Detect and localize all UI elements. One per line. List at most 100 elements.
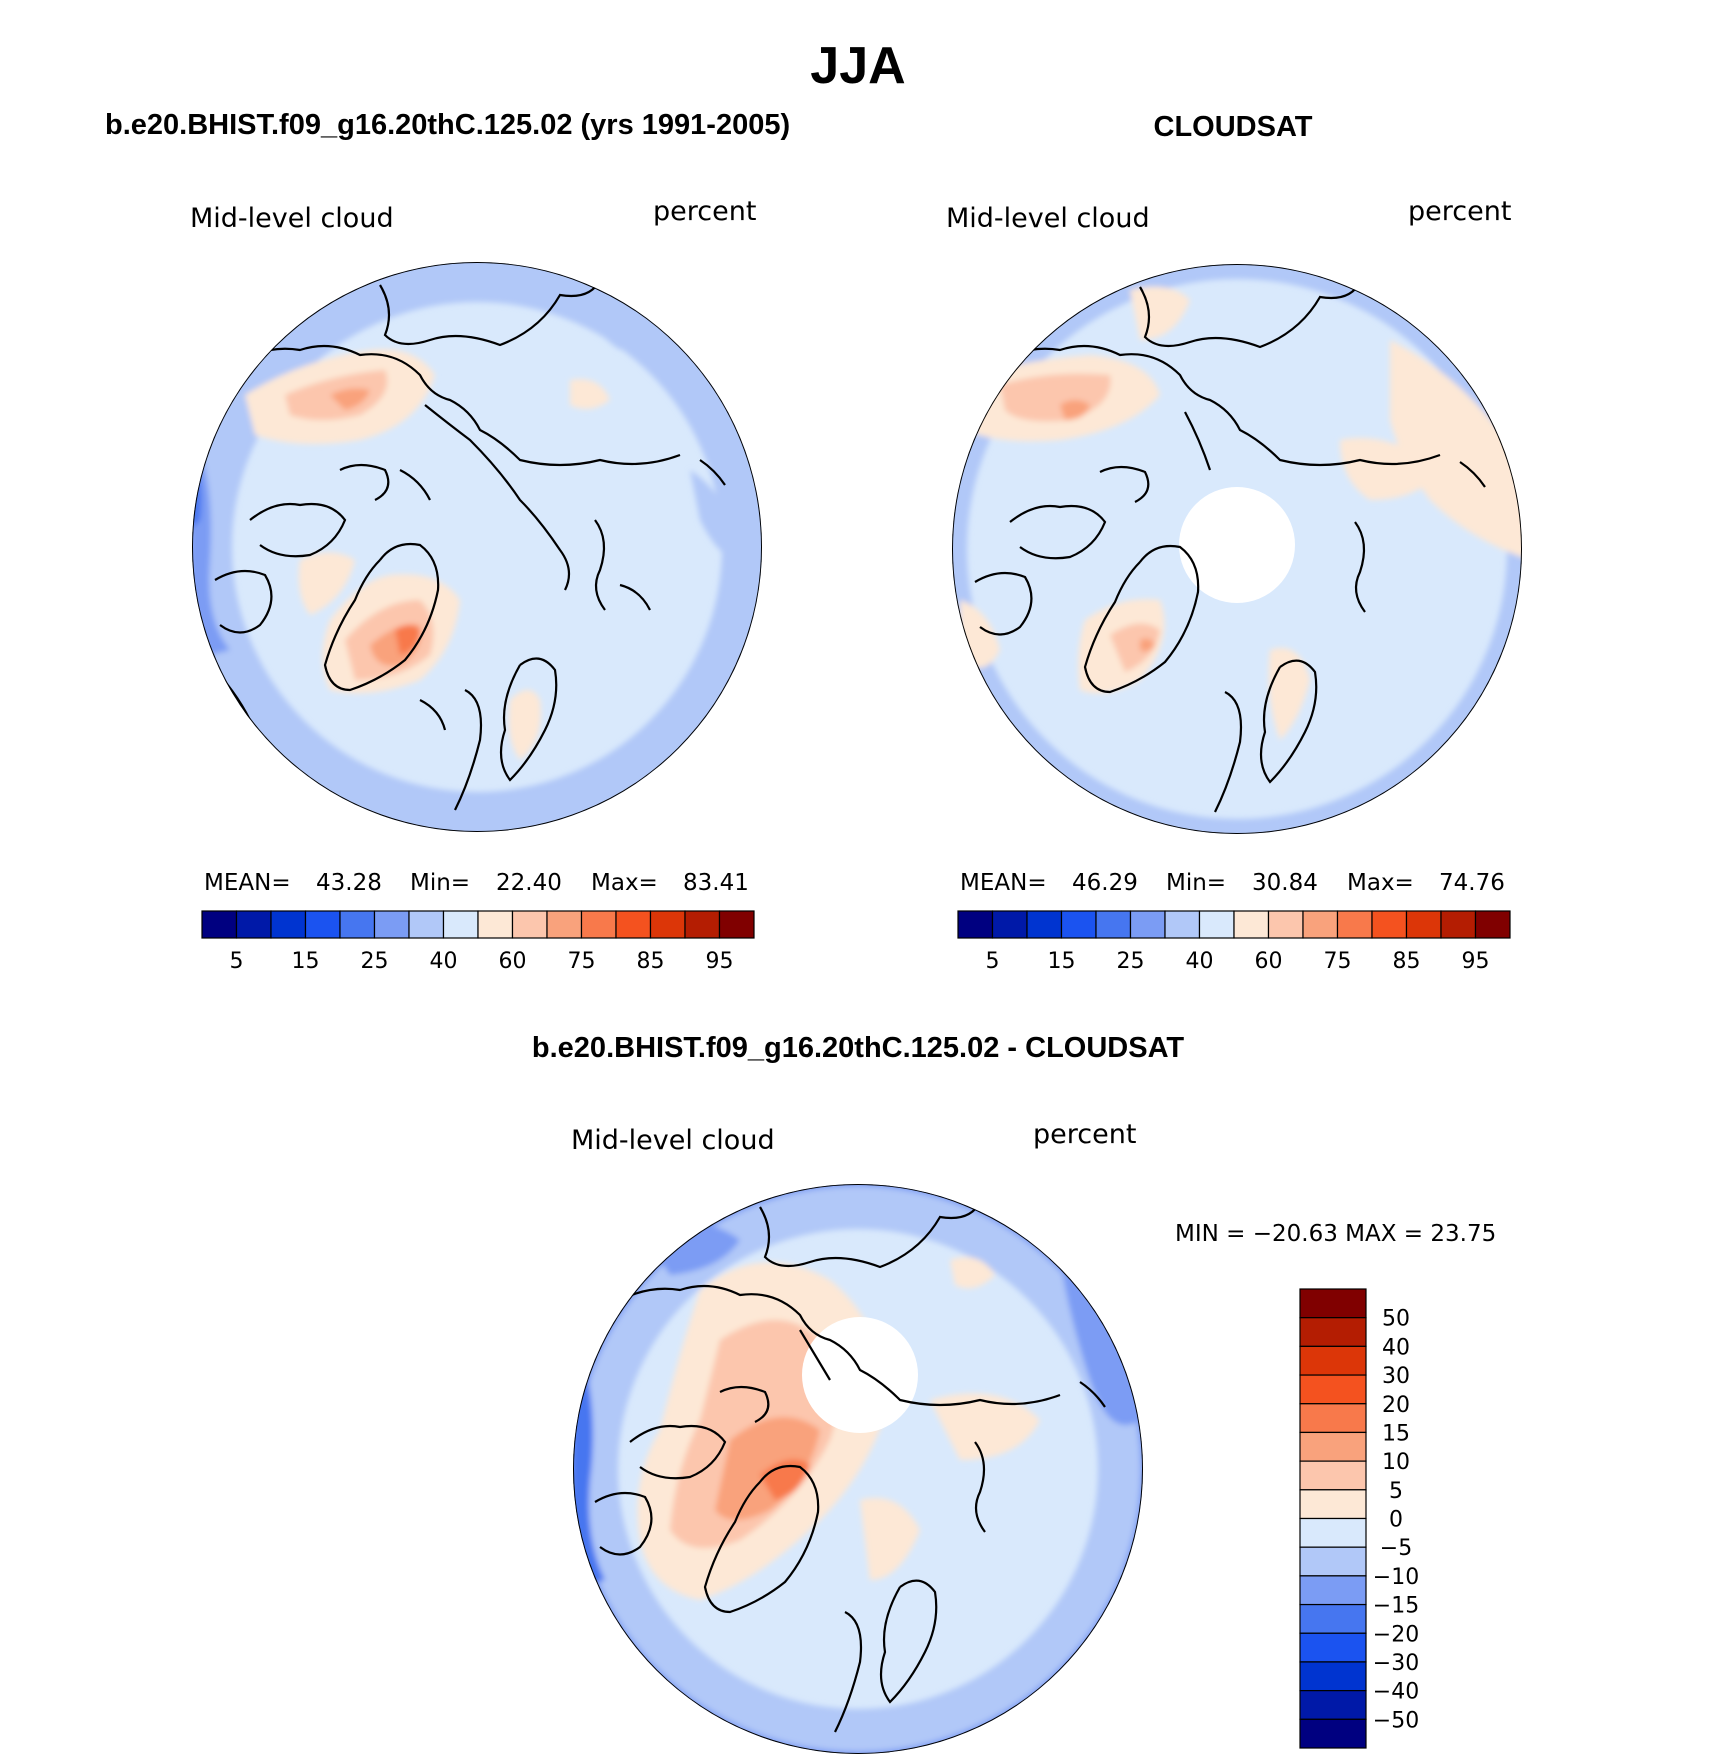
colorbar-tick-label: 40: [1382, 1335, 1410, 1360]
colorbar-swatch: [201, 910, 238, 939]
colorbar-tick-label: 25: [1117, 949, 1145, 974]
colorbar-tick-label: 10: [1382, 1450, 1410, 1475]
colorbar-swatch: [442, 910, 479, 939]
colorbar-tick-label: 60: [1255, 949, 1283, 974]
left-label-model: Mid-level cloud: [190, 203, 394, 234]
colorbar-swatch: [1299, 1603, 1367, 1634]
colorbar-tick-label: 15: [1382, 1421, 1410, 1446]
colorbar-swatch: [1129, 910, 1166, 939]
polar-map-model: [192, 262, 762, 832]
max-value-cloudsat: 74.76: [1439, 870, 1505, 896]
colorbar-swatch: [1299, 1374, 1367, 1405]
colorbar-tick-label: 15: [292, 949, 320, 974]
colorbar-tick-label: 5: [986, 949, 1000, 974]
colorbar-tick-label: 15: [1048, 949, 1076, 974]
colorbar-tick-label: 5: [230, 949, 244, 974]
min-value-cloudsat: 30.84: [1252, 870, 1318, 896]
min-max-text-difference: MIN = −20.63 MAX = 23.75: [1175, 1221, 1496, 1247]
colorbar-swatch: [991, 910, 1028, 939]
colorbar-swatch: [235, 910, 272, 939]
colorbar-tick-label: 75: [1324, 949, 1352, 974]
colorbar-tick-label: 5: [1389, 1479, 1403, 1504]
colorbar-swatch: [1095, 910, 1132, 939]
colorbar-tick-label: 40: [430, 949, 458, 974]
panel-title-cloudsat: CLOUDSAT: [1154, 111, 1313, 143]
colorbar-swatch: [1299, 1546, 1367, 1577]
mean-value-cloudsat: 46.29: [1072, 870, 1138, 896]
colorbar-swatch: [1371, 910, 1408, 939]
colorbar-swatch: [1299, 1575, 1367, 1606]
colorbar-tick-label: −5: [1380, 1536, 1412, 1561]
colorbar-swatch: [615, 910, 652, 939]
max-label-model: Max=: [591, 870, 658, 896]
colorbar-swatch: [1026, 910, 1063, 939]
colorbar-tick-label: 50: [1382, 1307, 1410, 1332]
units-label-cloudsat: percent: [1408, 196, 1511, 227]
max-value-model: 83.41: [683, 870, 749, 896]
left-label-cloudsat: Mid-level cloud: [946, 203, 1150, 234]
colorbar-tick-label: 95: [706, 949, 734, 974]
colorbar-swatch: [373, 910, 410, 939]
colorbar-swatch: [684, 910, 721, 939]
colorbar-model: 5 15 25 40 60 75 85 95: [201, 910, 755, 974]
colorbar-swatch: [408, 910, 445, 939]
colorbar-tick-label: −10: [1373, 1565, 1419, 1590]
colorbar-swatch: [1233, 910, 1270, 939]
colorbar-swatch: [511, 910, 548, 939]
panel-difference: b.e20.BHIST.f09_g16.20thC.125.02 - CLOUD…: [532, 1032, 1496, 1754]
stats-line-model: MEAN= 43.28 Min= 22.40 Max= 83.41: [204, 870, 749, 896]
mean-label-cloudsat: MEAN=: [960, 870, 1047, 896]
colorbar-tick-label: −15: [1373, 1594, 1419, 1619]
colorbar-swatch: [1302, 910, 1339, 939]
panel-title-difference: b.e20.BHIST.f09_g16.20thC.125.02 - CLOUD…: [532, 1032, 1184, 1064]
colorbar-swatch: [1299, 1632, 1367, 1663]
units-label-model: percent: [653, 196, 756, 227]
max-label-cloudsat: Max=: [1347, 870, 1414, 896]
colorbar-swatch: [477, 910, 514, 939]
colorbar-tick-label: 30: [1382, 1364, 1410, 1389]
colorbar-swatch: [1405, 910, 1442, 939]
colorbar-swatch: [1299, 1661, 1367, 1692]
colorbar-swatch: [1299, 1517, 1367, 1548]
panel-title-model: b.e20.BHIST.f09_g16.20thC.125.02 (yrs 19…: [105, 109, 790, 141]
colorbar-tick-label: 75: [568, 949, 596, 974]
min-label-cloudsat: Min=: [1166, 870, 1226, 896]
colorbar-cloudsat: 5 15 25 40 60 75 85 95: [957, 910, 1511, 974]
colorbar-swatch: [1474, 910, 1511, 939]
polar-map-difference: [573, 1184, 1143, 1754]
colorbar-tick-label: 85: [1393, 949, 1421, 974]
stats-line-cloudsat: MEAN= 46.29 Min= 30.84 Max= 74.76: [960, 870, 1505, 896]
colorbar-swatch: [546, 910, 583, 939]
mean-value-model: 43.28: [316, 870, 382, 896]
colorbar-tick-label: −30: [1373, 1651, 1419, 1676]
units-label-difference: percent: [1033, 1119, 1136, 1150]
colorbar-tick-label: 40: [1186, 949, 1214, 974]
colorbar-swatch: [718, 910, 755, 939]
min-label-model: Min=: [410, 870, 470, 896]
colorbar-swatch: [580, 910, 617, 939]
colorbar-swatch: [339, 910, 376, 939]
colorbar-swatch: [1299, 1288, 1367, 1319]
left-label-difference: Mid-level cloud: [571, 1125, 775, 1156]
colorbar-swatch: [649, 910, 686, 939]
colorbar-swatch: [1299, 1489, 1367, 1520]
colorbar-tick-label: −50: [1373, 1708, 1419, 1733]
colorbar-tick-label: 25: [361, 949, 389, 974]
colorbar-swatch: [1164, 910, 1201, 939]
panel-cloudsat: CLOUDSAT Mid-level cloud percent: [946, 111, 1522, 974]
figure-title: JJA: [810, 37, 905, 95]
mean-label-model: MEAN=: [204, 870, 291, 896]
polar-map-cloudsat: [952, 264, 1522, 834]
colorbar-tick-label: 20: [1382, 1393, 1410, 1418]
colorbar-swatch: [1299, 1317, 1367, 1347]
colorbar-tick-label: −20: [1373, 1622, 1419, 1647]
colorbar-tick-label: 60: [499, 949, 527, 974]
colorbar-swatch: [304, 910, 341, 939]
min-value-model: 22.40: [496, 870, 562, 896]
colorbar-swatch: [1336, 910, 1373, 939]
colorbar-swatch: [1299, 1460, 1367, 1491]
colorbar-tick-label: 0: [1389, 1508, 1403, 1533]
panel-model: b.e20.BHIST.f09_g16.20thC.125.02 (yrs 19…: [105, 109, 790, 974]
colorbar-swatch: [1440, 910, 1477, 939]
